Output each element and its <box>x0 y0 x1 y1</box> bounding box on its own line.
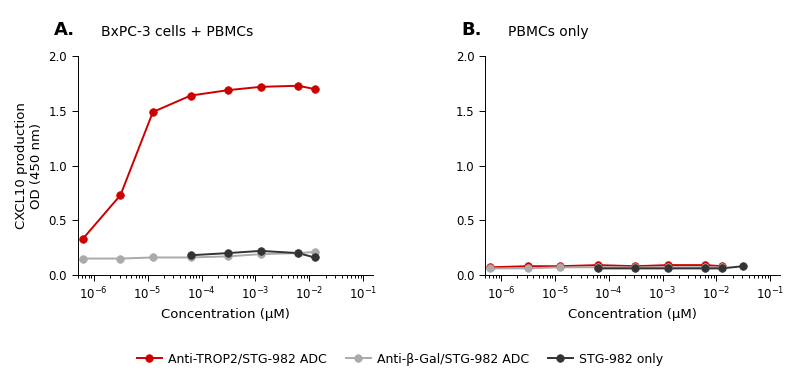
Y-axis label: CXCL10 production
OD (450 nm): CXCL10 production OD (450 nm) <box>15 102 43 229</box>
Legend: Anti-TROP2/STG-982 ADC, Anti-β-Gal/STG-982 ADC, STG-982 only: Anti-TROP2/STG-982 ADC, Anti-β-Gal/STG-9… <box>132 348 668 371</box>
X-axis label: Concentration (μM): Concentration (μM) <box>161 308 290 320</box>
X-axis label: Concentration (μM): Concentration (μM) <box>568 308 697 320</box>
Text: BxPC-3 cells + PBMCs: BxPC-3 cells + PBMCs <box>102 25 254 39</box>
Text: A.: A. <box>54 21 75 39</box>
Text: B.: B. <box>461 21 482 39</box>
Text: PBMCs only: PBMCs only <box>508 25 589 39</box>
